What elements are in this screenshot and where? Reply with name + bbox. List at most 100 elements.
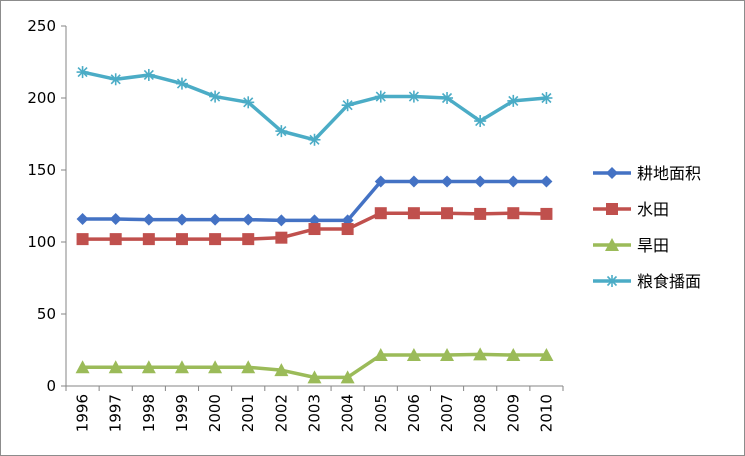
data-point xyxy=(606,167,618,179)
x-tick-label: 2001 xyxy=(239,394,257,432)
data-point xyxy=(208,360,223,374)
data-point xyxy=(539,348,554,362)
series-line xyxy=(82,70,547,142)
data-point xyxy=(242,96,255,109)
x-tick-label: 2008 xyxy=(471,394,489,432)
legend-label: 耕地面积 xyxy=(637,164,701,183)
data-point-stroke xyxy=(210,91,221,102)
data-point xyxy=(275,214,288,227)
x-tick-label: 2004 xyxy=(339,394,357,432)
data-point-stroke xyxy=(110,74,121,85)
y-tick-label: 150 xyxy=(27,161,56,179)
series-layer xyxy=(75,66,554,384)
data-point xyxy=(275,231,288,244)
data-point xyxy=(374,90,387,103)
data-point xyxy=(540,175,553,188)
data-point xyxy=(440,348,455,362)
data-point xyxy=(605,238,619,251)
x-tick-label: 2010 xyxy=(537,394,555,432)
y-tick-label: 100 xyxy=(27,233,56,251)
data-point xyxy=(340,370,355,384)
data-point xyxy=(209,233,222,246)
data-point xyxy=(274,363,289,377)
data-point xyxy=(407,90,420,103)
data-point xyxy=(606,275,618,287)
data-point xyxy=(241,360,256,374)
data-point xyxy=(209,213,222,226)
data-point xyxy=(109,73,122,86)
data-point xyxy=(75,360,90,374)
data-point xyxy=(373,348,388,362)
data-point xyxy=(175,233,188,246)
data-point xyxy=(474,175,487,188)
x-tick-label: 2000 xyxy=(206,394,224,432)
x-tick-label: 2002 xyxy=(272,394,290,432)
x-tick-label: 1998 xyxy=(140,394,158,432)
data-point xyxy=(407,175,420,188)
data-point xyxy=(374,207,387,220)
data-point-stroke xyxy=(375,91,386,102)
data-point xyxy=(540,92,553,104)
data-point-stroke xyxy=(243,97,254,108)
data-point xyxy=(441,175,454,188)
legend-label: 水田 xyxy=(637,200,669,219)
data-point-stroke xyxy=(143,69,154,81)
data-point-stroke xyxy=(541,92,552,104)
data-point-stroke xyxy=(408,91,419,102)
data-point-stroke xyxy=(508,95,519,106)
data-point xyxy=(141,360,156,374)
legend-item: 粮食播面 xyxy=(593,272,701,291)
data-point xyxy=(474,207,487,220)
legend-item: 耕地面积 xyxy=(593,164,701,183)
data-point xyxy=(308,133,321,146)
data-point xyxy=(175,213,188,226)
data-point-stroke xyxy=(309,134,320,145)
legend-item: 旱田 xyxy=(593,236,669,255)
x-tick-label: 1997 xyxy=(107,394,125,432)
data-point xyxy=(606,203,618,215)
data-point xyxy=(142,233,155,246)
data-point-stroke xyxy=(606,275,618,287)
data-point xyxy=(540,207,553,220)
data-point xyxy=(406,348,421,362)
x-tick-label: 2005 xyxy=(372,394,390,432)
data-point xyxy=(507,94,520,107)
series-2 xyxy=(76,207,553,246)
legend-item: 水田 xyxy=(593,200,669,219)
data-point xyxy=(174,360,189,374)
y-tick-label: 250 xyxy=(27,17,56,35)
data-point xyxy=(374,175,387,188)
data-point xyxy=(341,99,354,112)
axes: 0 50 100 150 200 250 1996 1997 1998 1999 2000 2001 2… xyxy=(27,17,564,432)
legend-label: 旱田 xyxy=(637,236,669,255)
data-point xyxy=(76,66,89,79)
data-point-stroke xyxy=(276,126,287,137)
data-point xyxy=(507,207,520,220)
y-tick-label: 0 xyxy=(46,377,56,395)
data-point xyxy=(308,223,321,236)
data-point-stroke xyxy=(441,92,453,104)
x-tick-label: 1996 xyxy=(74,394,92,432)
data-point xyxy=(109,233,122,246)
data-point xyxy=(407,207,420,220)
series-4 xyxy=(76,66,553,146)
series-3 xyxy=(75,347,554,384)
data-point xyxy=(209,90,222,103)
data-point xyxy=(441,92,454,104)
data-point-stroke xyxy=(475,115,486,127)
data-point xyxy=(242,213,255,226)
data-point xyxy=(76,233,89,246)
legend-label: 粮食播面 xyxy=(637,272,701,291)
data-point xyxy=(275,125,288,138)
x-tick-label: 2003 xyxy=(306,394,324,432)
data-point xyxy=(507,175,520,188)
data-point-stroke xyxy=(176,78,188,89)
y-tick-label: 200 xyxy=(27,89,56,107)
data-point xyxy=(108,360,123,374)
data-point xyxy=(341,223,354,236)
data-point xyxy=(109,212,122,225)
x-tick-label: 2009 xyxy=(504,394,522,432)
data-point-stroke xyxy=(342,100,353,111)
